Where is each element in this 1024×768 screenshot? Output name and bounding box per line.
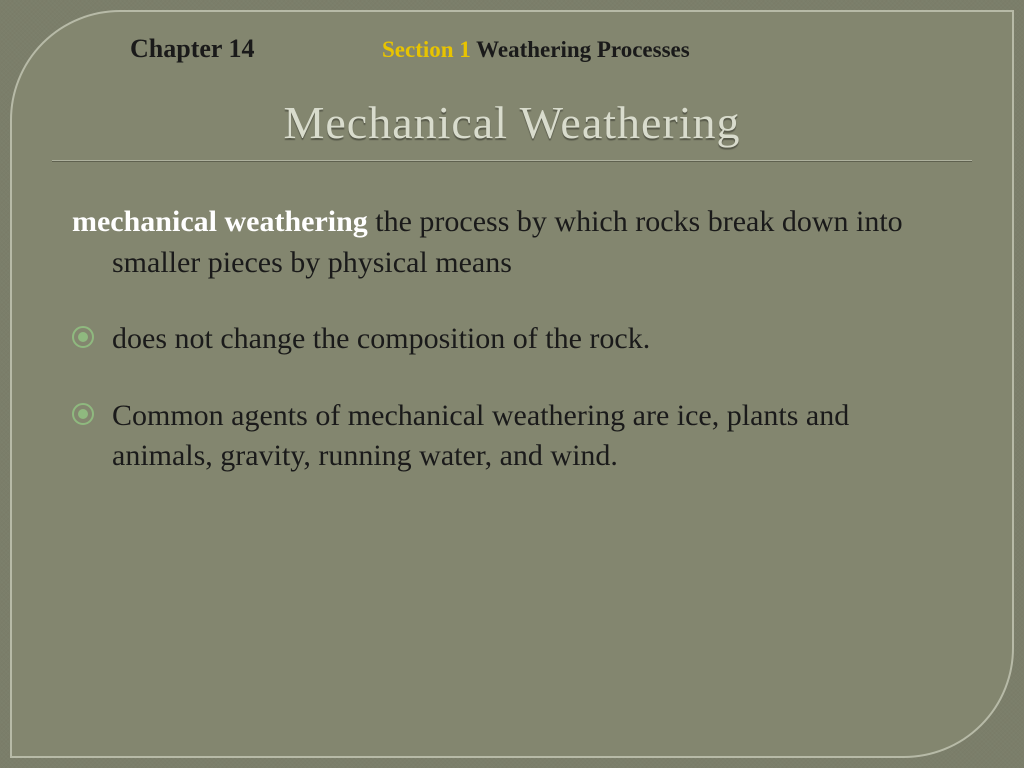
list-item: does not change the composition of the r… (72, 319, 952, 360)
section-prefix: Section 1 (382, 37, 471, 62)
content-area: mechanical weathering the process by whi… (72, 202, 952, 513)
section-label: Section 1 Weathering Processes (382, 37, 690, 63)
slide-title: Mechanical Weathering (12, 96, 1012, 149)
bullet-icon (72, 403, 94, 425)
bullet-text: does not change the composition of the r… (112, 322, 650, 355)
slide-frame: Chapter 14 Section 1 Weathering Processe… (10, 10, 1014, 758)
bullet-icon (72, 326, 94, 348)
definition-term: mechanical weathering (72, 205, 368, 238)
title-underline (52, 160, 972, 162)
bullet-text: Common agents of mechanical weathering a… (112, 399, 849, 473)
section-title-text: Weathering Processes (471, 37, 690, 62)
chapter-label: Chapter 14 (130, 34, 254, 64)
list-item: Common agents of mechanical weathering a… (72, 396, 952, 477)
definition-paragraph: mechanical weathering the process by whi… (72, 202, 952, 283)
